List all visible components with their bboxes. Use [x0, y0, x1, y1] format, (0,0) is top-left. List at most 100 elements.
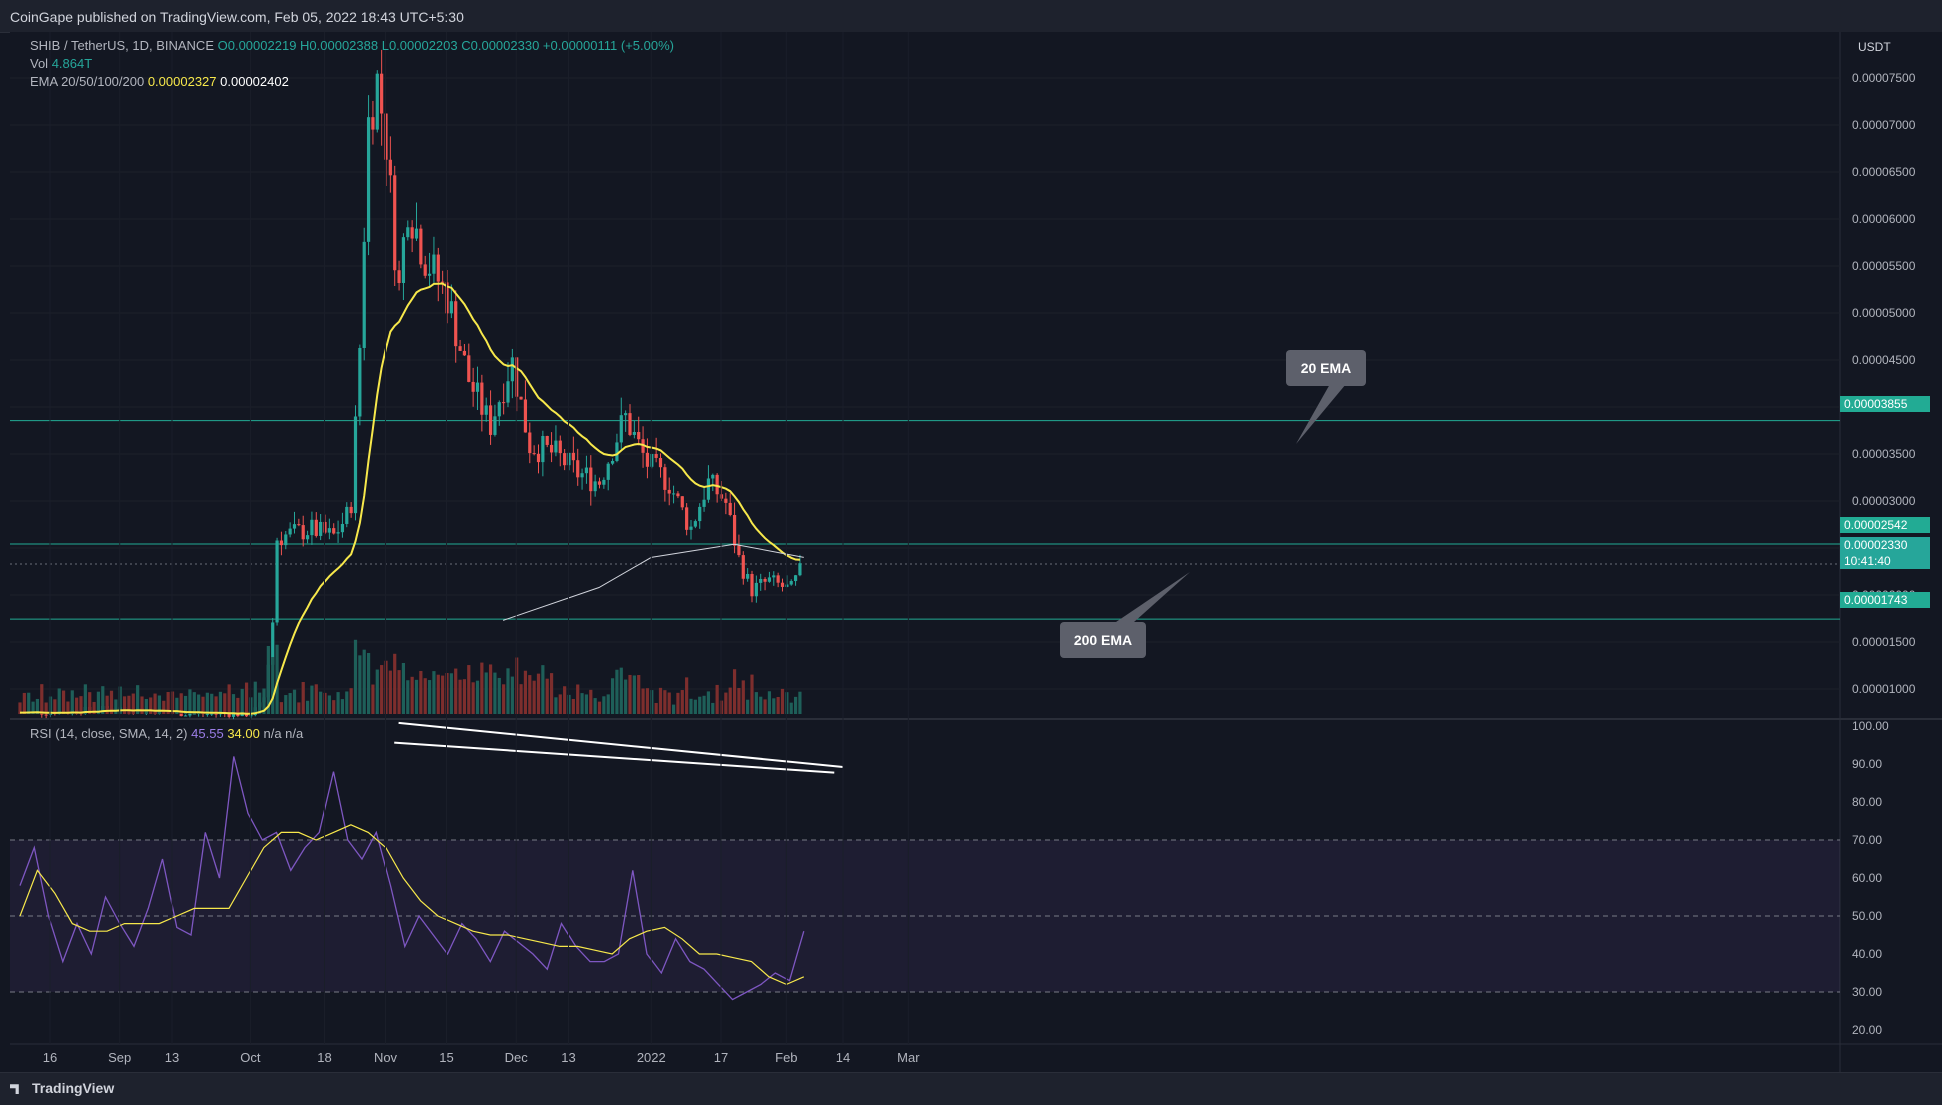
candle-body	[654, 453, 658, 458]
time-tick-label: 2022	[637, 1050, 666, 1065]
chart-frame[interactable]: 0.00007500 0.00007000 0.00006500 0.00006000…	[10, 32, 1942, 1072]
currency-label[interactable]: USDT	[1858, 40, 1891, 54]
volume-bar	[253, 681, 257, 714]
candle-body	[532, 453, 536, 455]
candle-body	[336, 532, 340, 534]
candle-body	[380, 73, 384, 114]
rsi-tick-label: 20.00	[1852, 1023, 1882, 1037]
volume-bar	[166, 692, 170, 714]
volume-bar	[558, 694, 562, 714]
candle-body	[541, 435, 545, 463]
candle-body	[606, 463, 610, 480]
volume-bar	[763, 699, 767, 714]
legend-ema-label[interactable]: EMA 20/50/100/200	[30, 74, 145, 89]
legend-rsi-row: RSI (14, close, SMA, 14, 2) 45.55 34.00 …	[30, 726, 303, 741]
volume-bar	[397, 670, 401, 714]
candle-body	[236, 713, 240, 717]
candle-body	[554, 440, 558, 453]
volume-bar	[793, 696, 798, 714]
footer-brand: TradingView	[32, 1080, 115, 1096]
legend-symbol[interactable]: SHIB / TetherUS, 1D, BINANCE	[30, 38, 214, 53]
candle-body	[358, 347, 362, 417]
volume-bar	[488, 664, 493, 714]
candle-body	[414, 228, 419, 239]
candle-body	[793, 575, 798, 582]
candle-body	[271, 622, 275, 665]
candle-body	[597, 481, 602, 485]
candle-body	[480, 382, 484, 415]
volume-bar	[122, 696, 127, 714]
volume-bar	[427, 680, 432, 714]
legend-rsi-value: 45.55	[191, 726, 224, 741]
candle-body	[698, 506, 702, 522]
volume-bar	[597, 701, 602, 714]
candle-body	[576, 460, 580, 478]
candle-body	[454, 301, 458, 347]
volume-bar	[506, 668, 510, 714]
volume-bar	[554, 697, 558, 714]
volume-bar	[66, 701, 70, 714]
volume-bar	[523, 670, 528, 714]
volume-bar	[205, 692, 209, 714]
volume-bar	[615, 669, 619, 714]
legend-ema200-value: 0.00002402	[220, 74, 289, 89]
volume-bar	[702, 695, 706, 714]
tradingview-logo[interactable]: TradingView	[10, 1080, 114, 1096]
candle-body	[301, 525, 305, 540]
candle-body	[44, 714, 48, 716]
volume-bar	[44, 702, 48, 714]
volume-bar	[214, 696, 218, 714]
volume-bar	[410, 676, 414, 714]
price-tick-label: 0.00007500	[1852, 71, 1916, 85]
volume-bar	[127, 695, 131, 714]
price-tick-label: 0.00006500	[1852, 165, 1916, 179]
ema20-line	[20, 282, 800, 715]
volume-bar	[109, 690, 114, 714]
candle-body	[231, 713, 236, 717]
volume-bar	[22, 692, 26, 714]
candle-body	[214, 713, 218, 715]
volume-bar	[236, 697, 240, 714]
candle-body	[410, 227, 414, 239]
candle-body	[628, 413, 632, 435]
price-tick-label: 0.00005000	[1852, 306, 1916, 320]
candle-body	[545, 435, 549, 445]
legend-rsi-label[interactable]: RSI (14, close, SMA, 14, 2)	[30, 726, 188, 741]
volume-bar	[449, 673, 453, 714]
volume-bar	[593, 698, 597, 714]
volume-bar	[27, 692, 31, 714]
volume-bar	[371, 684, 375, 714]
candle-body	[488, 405, 493, 435]
volume-bar	[467, 665, 471, 714]
volume-bar	[393, 653, 397, 714]
candle-body	[776, 575, 780, 583]
volume-bar	[275, 644, 279, 714]
rsi-sma-line	[19, 824, 805, 986]
volume-bar	[314, 684, 318, 714]
candle-body	[427, 273, 432, 276]
volume-bar	[210, 693, 214, 714]
legend-vol-value: 4.864T	[51, 56, 93, 71]
volume-bar	[401, 662, 406, 714]
tradingview-logo-icon	[10, 1084, 19, 1095]
candle-body	[340, 523, 345, 533]
candle-body	[536, 453, 541, 463]
volume-bar	[327, 695, 331, 714]
candle-body	[523, 399, 528, 433]
legend-vol-label[interactable]: Vol	[30, 56, 49, 71]
candle-body	[754, 582, 758, 597]
volume-bar	[345, 691, 349, 714]
candle-body	[310, 519, 314, 536]
volume-bar	[332, 700, 336, 714]
candle-body	[506, 381, 510, 403]
price-chart-svg[interactable]: 0.00007500 0.00007000 0.00006500 0.00006000…	[10, 32, 1942, 1072]
volume-bar	[589, 689, 593, 714]
volume-bar	[31, 701, 35, 714]
volume-bar	[624, 679, 628, 714]
candle-body	[645, 452, 650, 467]
candle-body	[680, 496, 684, 508]
volume-bar	[528, 675, 532, 714]
price-tick-label: 0.00007000	[1852, 118, 1916, 132]
candle-body	[419, 228, 423, 265]
volume-bar	[536, 673, 541, 714]
